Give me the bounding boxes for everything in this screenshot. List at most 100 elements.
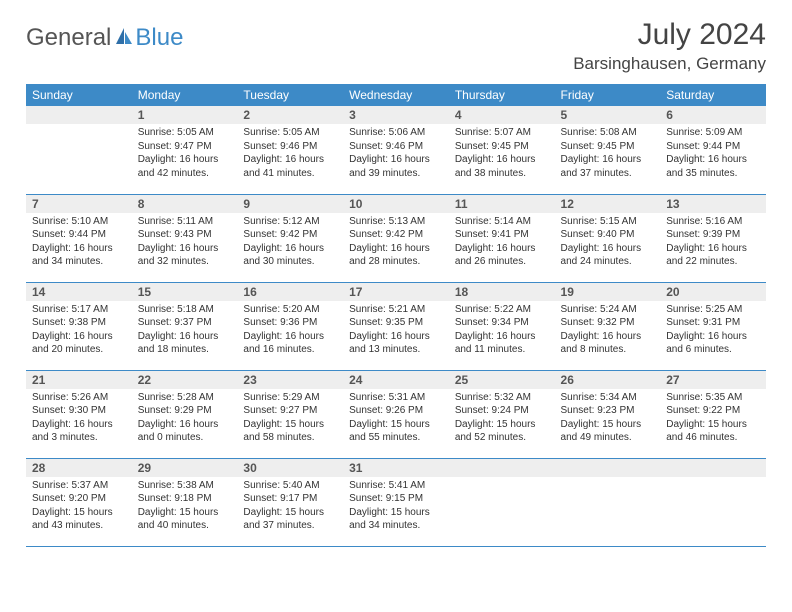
day-detail: Sunrise: 5:32 AMSunset: 9:24 PMDaylight:… <box>449 389 555 449</box>
day-detail: Sunrise: 5:05 AMSunset: 9:46 PMDaylight:… <box>237 124 343 184</box>
detail-line: Sunrise: 5:37 AM <box>32 479 126 493</box>
detail-line: Sunset: 9:44 PM <box>666 140 760 154</box>
month-title: July 2024 <box>573 18 766 52</box>
detail-line: Daylight: 16 hours <box>32 242 126 256</box>
day-cell: 12Sunrise: 5:15 AMSunset: 9:40 PMDayligh… <box>555 194 661 282</box>
detail-line: Sunrise: 5:32 AM <box>455 391 549 405</box>
detail-line: Sunrise: 5:17 AM <box>32 303 126 317</box>
day-detail: Sunrise: 5:13 AMSunset: 9:42 PMDaylight:… <box>343 213 449 273</box>
detail-line: Sunset: 9:41 PM <box>455 228 549 242</box>
day-number: 30 <box>237 459 343 477</box>
day-number: 26 <box>555 371 661 389</box>
day-number: 7 <box>26 195 132 213</box>
detail-line: Sunrise: 5:29 AM <box>243 391 337 405</box>
detail-line: Sunrise: 5:10 AM <box>32 215 126 229</box>
day-number: 22 <box>132 371 238 389</box>
detail-line: and 49 minutes. <box>561 431 655 445</box>
day-cell: 19Sunrise: 5:24 AMSunset: 9:32 PMDayligh… <box>555 282 661 370</box>
day-cell: 15Sunrise: 5:18 AMSunset: 9:37 PMDayligh… <box>132 282 238 370</box>
day-cell: 6Sunrise: 5:09 AMSunset: 9:44 PMDaylight… <box>660 106 766 194</box>
detail-line: Daylight: 15 hours <box>349 506 443 520</box>
detail-line: and 34 minutes. <box>32 255 126 269</box>
day-cell: 7Sunrise: 5:10 AMSunset: 9:44 PMDaylight… <box>26 194 132 282</box>
detail-line: Daylight: 15 hours <box>561 418 655 432</box>
day-cell: 30Sunrise: 5:40 AMSunset: 9:17 PMDayligh… <box>237 458 343 546</box>
day-cell: 28 Sunrise: 5:37 AMSunset: 9:20 PMDayligh… <box>26 458 132 546</box>
logo-text-blue: Blue <box>135 24 183 52</box>
detail-line: Daylight: 16 hours <box>666 330 760 344</box>
detail-line: Sunrise: 5:31 AM <box>349 391 443 405</box>
detail-line: Daylight: 16 hours <box>455 330 549 344</box>
detail-line: Sunset: 9:35 PM <box>349 316 443 330</box>
detail-line: Daylight: 16 hours <box>138 418 232 432</box>
detail-line: Daylight: 16 hours <box>666 242 760 256</box>
detail-line: Sunset: 9:34 PM <box>455 316 549 330</box>
detail-line: Sunrise: 5:06 AM <box>349 126 443 140</box>
day-number: 4 <box>449 106 555 124</box>
day-number: 29 <box>132 459 238 477</box>
detail-line: and 43 minutes. <box>32 519 126 533</box>
detail-line: Sunrise: 5:20 AM <box>243 303 337 317</box>
dayname-wednesday: Wednesday <box>343 84 449 106</box>
day-cell: 2Sunrise: 5:05 AMSunset: 9:46 PMDaylight… <box>237 106 343 194</box>
detail-line: Sunrise: 5:28 AM <box>138 391 232 405</box>
day-number <box>449 459 555 477</box>
detail-line: Daylight: 15 hours <box>32 506 126 520</box>
day-detail: Sunrise: 5:40 AMSunset: 9:17 PMDaylight:… <box>237 477 343 537</box>
detail-line: and 34 minutes. <box>349 519 443 533</box>
day-cell: 20Sunrise: 5:25 AMSunset: 9:31 PMDayligh… <box>660 282 766 370</box>
day-number: 3 <box>343 106 449 124</box>
detail-line: and 6 minutes. <box>666 343 760 357</box>
detail-line: Sunset: 9:46 PM <box>243 140 337 154</box>
detail-line: Sunset: 9:45 PM <box>561 140 655 154</box>
detail-line: Daylight: 16 hours <box>561 153 655 167</box>
day-number: 28 <box>26 459 132 477</box>
detail-line: and 13 minutes. <box>349 343 443 357</box>
detail-line: Daylight: 16 hours <box>243 330 337 344</box>
detail-line: Sunrise: 5:21 AM <box>349 303 443 317</box>
day-cell: 21Sunrise: 5:26 AMSunset: 9:30 PMDayligh… <box>26 370 132 458</box>
detail-line: Sunrise: 5:12 AM <box>243 215 337 229</box>
detail-line: Daylight: 15 hours <box>455 418 549 432</box>
day-detail: Sunrise: 5:14 AMSunset: 9:41 PMDaylight:… <box>449 213 555 273</box>
detail-line: and 39 minutes. <box>349 167 443 181</box>
detail-line: Daylight: 16 hours <box>455 242 549 256</box>
day-cell: 22Sunrise: 5:28 AMSunset: 9:29 PMDayligh… <box>132 370 238 458</box>
detail-line: Sunset: 9:17 PM <box>243 492 337 506</box>
dayname-row: Sunday Monday Tuesday Wednesday Thursday… <box>26 84 766 106</box>
day-number: 21 <box>26 371 132 389</box>
day-detail: Sunrise: 5:29 AMSunset: 9:27 PMDaylight:… <box>237 389 343 449</box>
dayname-sunday: Sunday <box>26 84 132 106</box>
brand-logo: General Blue <box>26 24 183 52</box>
day-number: 24 <box>343 371 449 389</box>
detail-line: and 0 minutes. <box>138 431 232 445</box>
detail-line: Sunset: 9:20 PM <box>32 492 126 506</box>
detail-line: and 42 minutes. <box>138 167 232 181</box>
detail-line: Sunrise: 5:05 AM <box>243 126 337 140</box>
detail-line: Daylight: 16 hours <box>455 153 549 167</box>
day-number: 20 <box>660 283 766 301</box>
detail-line: Sunset: 9:31 PM <box>666 316 760 330</box>
detail-line: and 30 minutes. <box>243 255 337 269</box>
day-detail: Sunrise: 5:38 AMSunset: 9:18 PMDaylight:… <box>132 477 238 537</box>
day-cell: 4Sunrise: 5:07 AMSunset: 9:45 PMDaylight… <box>449 106 555 194</box>
day-number: 19 <box>555 283 661 301</box>
detail-line: Sunset: 9:23 PM <box>561 404 655 418</box>
detail-line: Sunset: 9:18 PM <box>138 492 232 506</box>
day-cell: 14Sunrise: 5:17 AMSunset: 9:38 PMDayligh… <box>26 282 132 370</box>
detail-line: Sunrise: 5:40 AM <box>243 479 337 493</box>
day-cell: 10Sunrise: 5:13 AMSunset: 9:42 PMDayligh… <box>343 194 449 282</box>
day-detail: Sunrise: 5:20 AMSunset: 9:36 PMDaylight:… <box>237 301 343 361</box>
day-detail: Sunrise: 5:28 AMSunset: 9:29 PMDaylight:… <box>132 389 238 449</box>
detail-line: and 37 minutes. <box>243 519 337 533</box>
day-cell: 23Sunrise: 5:29 AMSunset: 9:27 PMDayligh… <box>237 370 343 458</box>
dayname-thursday: Thursday <box>449 84 555 106</box>
detail-line: Sunset: 9:26 PM <box>349 404 443 418</box>
day-detail: Sunrise: 5:17 AMSunset: 9:38 PMDaylight:… <box>26 301 132 361</box>
day-detail: Sunrise: 5:34 AMSunset: 9:23 PMDaylight:… <box>555 389 661 449</box>
detail-line: and 52 minutes. <box>455 431 549 445</box>
detail-line: Daylight: 16 hours <box>349 330 443 344</box>
day-cell: 18Sunrise: 5:22 AMSunset: 9:34 PMDayligh… <box>449 282 555 370</box>
day-detail: Sunrise: 5:24 AMSunset: 9:32 PMDaylight:… <box>555 301 661 361</box>
detail-line: Sunset: 9:24 PM <box>455 404 549 418</box>
